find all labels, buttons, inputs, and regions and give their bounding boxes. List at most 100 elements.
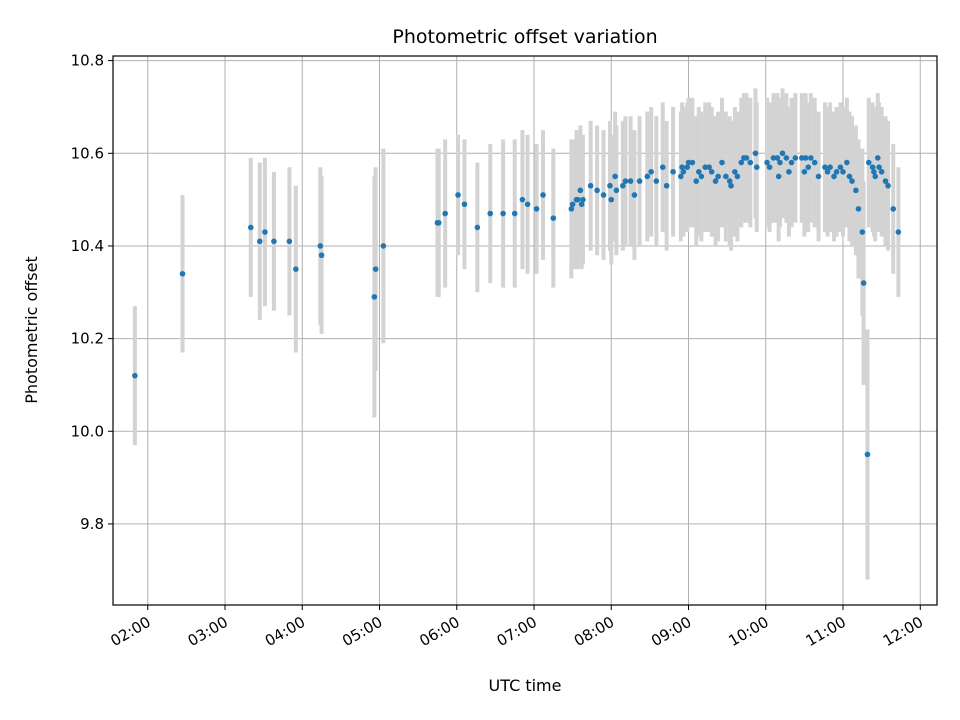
data-point xyxy=(569,201,576,208)
data-point xyxy=(734,173,741,180)
data-point xyxy=(247,224,254,231)
data-point xyxy=(805,164,812,170)
data-point xyxy=(653,178,660,184)
data-point xyxy=(738,159,745,166)
data-point xyxy=(461,201,468,208)
data-point xyxy=(871,169,877,175)
data-point xyxy=(840,169,846,175)
data-point xyxy=(587,182,594,189)
data-point xyxy=(286,238,293,245)
data-point xyxy=(801,169,808,175)
data-point xyxy=(844,159,850,166)
data-point xyxy=(732,169,738,175)
data-point xyxy=(837,164,844,170)
data-point xyxy=(846,173,853,180)
data-point xyxy=(684,164,691,170)
data-point xyxy=(679,164,685,170)
data-point xyxy=(698,173,705,180)
data-point xyxy=(833,169,840,175)
data-point xyxy=(600,192,607,198)
data-point xyxy=(726,178,733,184)
x-axis-label: UTC time xyxy=(489,676,562,695)
y-axis-label: Photometric offset xyxy=(22,256,41,404)
data-point xyxy=(872,173,878,180)
data-point xyxy=(612,173,618,180)
data-point xyxy=(792,155,799,161)
data-point xyxy=(371,294,378,300)
data-point xyxy=(811,159,818,166)
data-point xyxy=(574,196,581,203)
data-point xyxy=(865,159,872,166)
data-point xyxy=(788,159,795,166)
data-point xyxy=(774,155,781,161)
data-point xyxy=(487,210,494,217)
data-point xyxy=(822,164,828,170)
data-point xyxy=(715,173,721,180)
data-point xyxy=(775,173,782,180)
data-point xyxy=(860,280,867,286)
data-point xyxy=(808,155,814,161)
data-point xyxy=(644,173,651,180)
data-point xyxy=(372,266,379,272)
data-point xyxy=(747,159,754,166)
data-point xyxy=(627,178,634,184)
data-point xyxy=(442,210,448,217)
data-point xyxy=(680,169,687,175)
data-point xyxy=(849,178,855,184)
data-point xyxy=(533,206,540,212)
data-point xyxy=(580,196,586,203)
data-point xyxy=(728,182,734,189)
data-point xyxy=(764,159,770,166)
data-point xyxy=(659,164,666,170)
data-point xyxy=(693,178,700,184)
data-point xyxy=(874,155,881,161)
data-point xyxy=(831,173,837,180)
data-point xyxy=(752,150,759,157)
data-point xyxy=(271,238,277,245)
data-point xyxy=(753,164,760,170)
y-tick-label: 10.0 xyxy=(71,422,104,440)
data-point xyxy=(620,182,626,189)
data-point xyxy=(636,178,643,184)
data-point xyxy=(685,159,692,166)
data-point xyxy=(770,155,777,161)
data-point xyxy=(262,229,268,235)
data-point xyxy=(613,187,620,194)
data-point xyxy=(474,224,481,231)
data-point xyxy=(783,155,790,161)
data-point xyxy=(578,201,585,208)
data-point xyxy=(607,182,613,189)
data-point xyxy=(293,266,299,272)
data-point xyxy=(815,173,822,180)
data-point xyxy=(594,187,600,194)
y-tick-label: 10.2 xyxy=(71,330,104,348)
data-point xyxy=(853,187,859,194)
y-tick-label: 10.8 xyxy=(71,52,104,70)
y-axis: 9.8 10.0 10.2 10.4 10.6 10.8 xyxy=(71,52,113,533)
data-point xyxy=(895,229,902,235)
data-point xyxy=(885,182,891,189)
data-point xyxy=(723,173,729,180)
data-point xyxy=(317,243,324,249)
data-point xyxy=(766,164,773,170)
data-point xyxy=(702,164,709,170)
data-point xyxy=(890,206,897,212)
data-point xyxy=(500,210,506,217)
data-points xyxy=(132,150,902,458)
data-point xyxy=(696,169,702,175)
data-point xyxy=(855,206,862,212)
data-point xyxy=(878,169,885,175)
data-point xyxy=(706,164,712,170)
data-point xyxy=(719,159,725,166)
data-point xyxy=(519,196,526,203)
data-point xyxy=(318,252,325,259)
data-point xyxy=(648,169,654,175)
data-point xyxy=(786,169,792,175)
data-point xyxy=(380,243,387,249)
data-point xyxy=(256,238,263,245)
data-point xyxy=(622,178,629,184)
data-point xyxy=(712,178,719,184)
data-point xyxy=(708,169,715,175)
data-point xyxy=(824,169,831,175)
